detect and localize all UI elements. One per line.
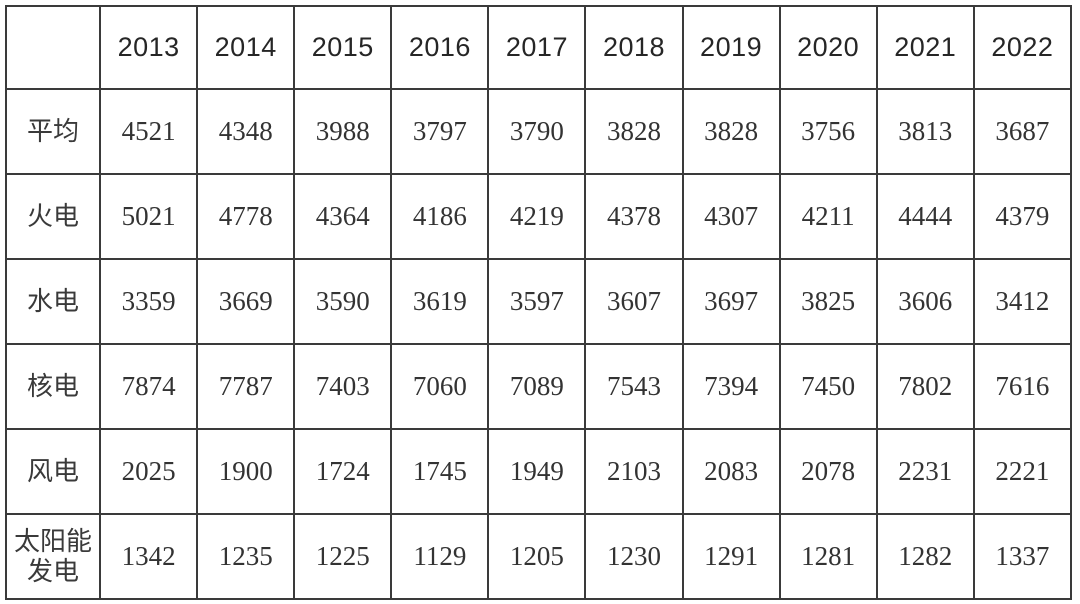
year-header: 2017 — [487, 5, 587, 90]
value-cell: 3697 — [681, 258, 781, 345]
value-cell: 3790 — [487, 88, 587, 175]
value-cell: 4219 — [487, 173, 587, 260]
year-header: 2018 — [584, 5, 684, 90]
value-cell: 4444 — [875, 173, 975, 260]
table-row: 太阳能发电 1342 1235 1225 1129 1205 1230 1291 1281 128… — [4, 513, 1073, 600]
table-row: 火电 5021 4778 4364 4186 4219 4378 4307 4211 4444 43… — [4, 173, 1073, 260]
value-cell: 3988 — [293, 88, 393, 175]
value-cell: 2231 — [875, 428, 975, 515]
value-cell: 1724 — [293, 428, 393, 515]
value-cell: 2025 — [99, 428, 199, 515]
value-cell: 7394 — [681, 343, 781, 430]
value-cell: 7616 — [972, 343, 1073, 430]
year-header: 2014 — [196, 5, 296, 90]
value-cell: 3813 — [875, 88, 975, 175]
row-label: 核电 — [4, 343, 102, 430]
value-cell: 4211 — [778, 173, 878, 260]
row-label: 水电 — [4, 258, 102, 345]
value-cell: 7543 — [584, 343, 684, 430]
value-cell: 1282 — [875, 513, 975, 600]
value-cell: 5021 — [99, 173, 199, 260]
value-cell: 3687 — [972, 88, 1073, 175]
value-cell: 4186 — [390, 173, 490, 260]
value-cell: 1230 — [584, 513, 684, 600]
power-hours-table: 2013 2014 2015 2016 2017 2018 2019 2020 2021 2022… — [4, 5, 1073, 600]
value-cell: 3797 — [390, 88, 490, 175]
value-cell: 3359 — [99, 258, 199, 345]
year-header: 2015 — [293, 5, 393, 90]
value-cell: 3412 — [972, 258, 1073, 345]
value-cell: 3669 — [196, 258, 296, 345]
row-label: 火电 — [4, 173, 102, 260]
year-header: 2020 — [778, 5, 878, 90]
value-cell: 3597 — [487, 258, 587, 345]
value-cell: 7403 — [293, 343, 393, 430]
value-cell: 2078 — [778, 428, 878, 515]
value-cell: 1337 — [972, 513, 1073, 600]
value-cell: 1949 — [487, 428, 587, 515]
year-header: 2016 — [390, 5, 490, 90]
value-cell: 1129 — [390, 513, 490, 600]
table-row: 平均 4521 4348 3988 3797 3790 3828 3828 3756 3813 36… — [4, 88, 1073, 175]
value-cell: 3828 — [681, 88, 781, 175]
value-cell: 1205 — [487, 513, 587, 600]
value-cell: 4379 — [972, 173, 1073, 260]
value-cell: 2221 — [972, 428, 1073, 515]
table-row: 水电 3359 3669 3590 3619 3597 3607 3697 3825 3606 34… — [4, 258, 1073, 345]
value-cell: 3619 — [390, 258, 490, 345]
value-cell: 2083 — [681, 428, 781, 515]
year-header: 2021 — [875, 5, 975, 90]
value-cell: 7089 — [487, 343, 587, 430]
value-cell: 7874 — [99, 343, 199, 430]
value-cell: 3828 — [584, 88, 684, 175]
value-cell: 3825 — [778, 258, 878, 345]
value-cell: 2103 — [584, 428, 684, 515]
table-row: 风电 2025 1900 1724 1745 1949 2103 2083 2078 2231 22… — [4, 428, 1073, 515]
value-cell: 1900 — [196, 428, 296, 515]
corner-cell — [4, 5, 102, 90]
value-cell: 1342 — [99, 513, 199, 600]
row-label: 平均 — [4, 88, 102, 175]
value-cell: 7060 — [390, 343, 490, 430]
value-cell: 3606 — [875, 258, 975, 345]
value-cell: 4521 — [99, 88, 199, 175]
row-label: 太阳能发电 — [4, 513, 102, 600]
value-cell: 4778 — [196, 173, 296, 260]
value-cell: 7450 — [778, 343, 878, 430]
value-cell: 4378 — [584, 173, 684, 260]
year-header: 2013 — [99, 5, 199, 90]
year-header: 2019 — [681, 5, 781, 90]
value-cell: 3607 — [584, 258, 684, 345]
value-cell: 1281 — [778, 513, 878, 600]
value-cell: 4307 — [681, 173, 781, 260]
value-cell: 7802 — [875, 343, 975, 430]
header-row: 2013 2014 2015 2016 2017 2018 2019 2020 2021 2022 — [4, 5, 1073, 90]
value-cell: 7787 — [196, 343, 296, 430]
value-cell: 1225 — [293, 513, 393, 600]
year-header: 2022 — [972, 5, 1073, 90]
value-cell: 1291 — [681, 513, 781, 600]
value-cell: 3756 — [778, 88, 878, 175]
value-cell: 4348 — [196, 88, 296, 175]
table-row: 核电 7874 7787 7403 7060 7089 7543 7394 7450 7802 76… — [4, 343, 1073, 430]
value-cell: 1745 — [390, 428, 490, 515]
row-label: 风电 — [4, 428, 102, 515]
value-cell: 4364 — [293, 173, 393, 260]
value-cell: 1235 — [196, 513, 296, 600]
value-cell: 3590 — [293, 258, 393, 345]
